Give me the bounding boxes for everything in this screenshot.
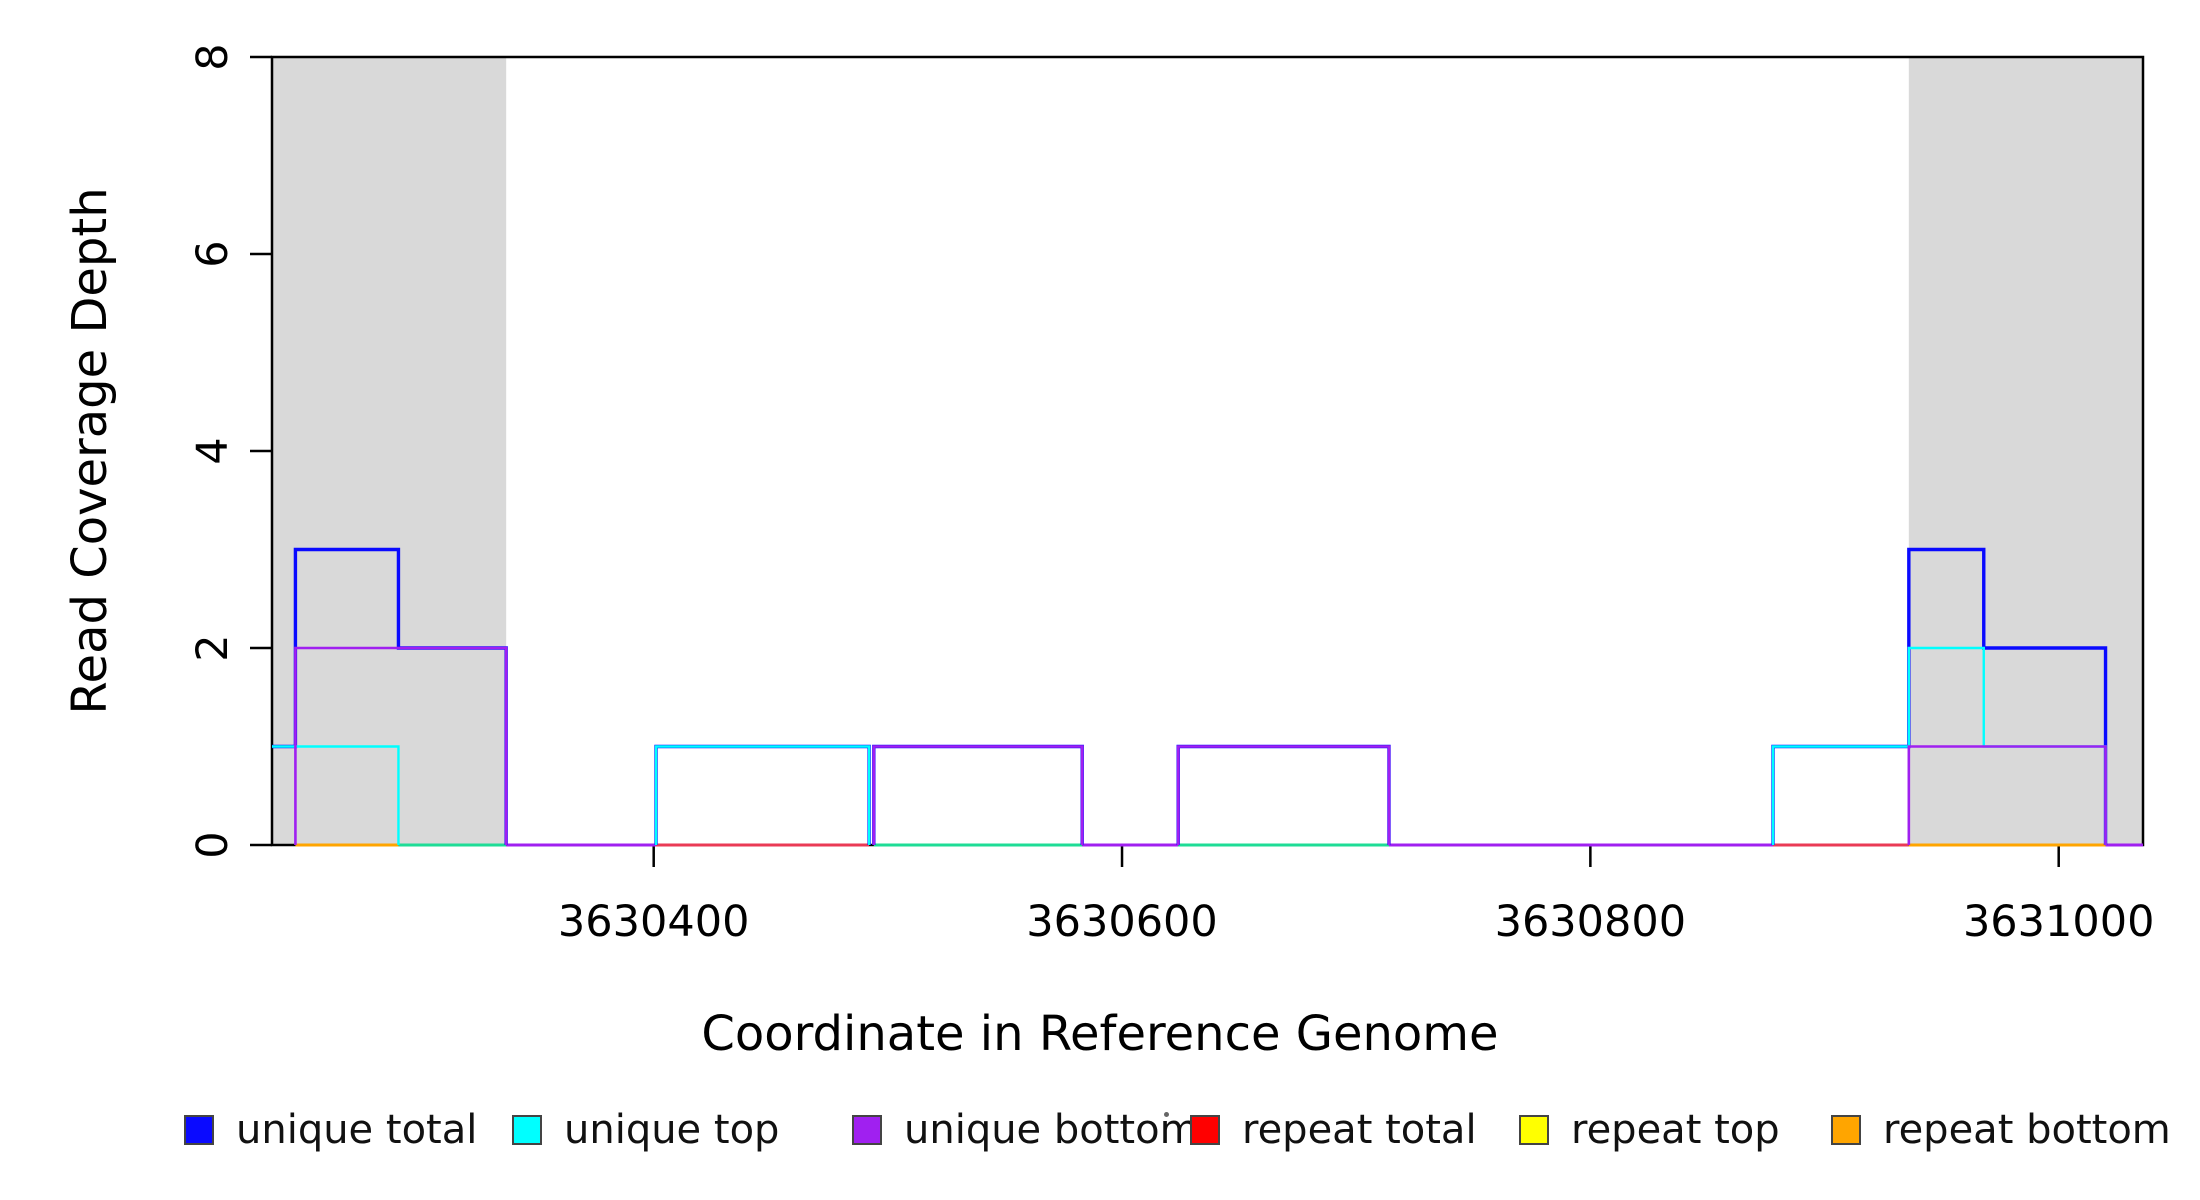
legend-label: repeat top: [1571, 1107, 1780, 1153]
stray-dot: [1164, 1112, 1169, 1117]
x-axis-title: Coordinate in Reference Genome: [701, 1006, 1499, 1062]
legend-label: repeat bottom: [1883, 1107, 2171, 1153]
y-tick-label: 8: [188, 43, 238, 70]
legend-swatch-icon: [512, 1115, 542, 1145]
legend-item-repeat-total: repeat total: [1190, 1107, 1477, 1153]
legend-label: unique bottom: [904, 1107, 1199, 1153]
legend-item-repeat-top: repeat top: [1519, 1107, 1780, 1153]
repeat-region-1: [272, 57, 507, 845]
legend-item-unique-top: unique top: [512, 1107, 780, 1153]
series-unique-total: [272, 547, 2108, 845]
legend-item-repeat-bottom: repeat bottom: [1831, 1107, 2171, 1153]
legend-item-unique-bottom: unique bottom: [852, 1107, 1199, 1153]
legend-item-unique-total: unique total: [184, 1107, 478, 1153]
legend-swatch-icon: [852, 1115, 882, 1145]
y-tick-label: 0: [188, 831, 238, 858]
repeat-region-2: [1908, 57, 2143, 845]
legend-swatch-icon: [1831, 1115, 1861, 1145]
y-tick-label: 2: [188, 634, 238, 661]
series-unique-bottom: [294, 646, 2107, 845]
x-tick-label: 3631000: [1963, 897, 2155, 947]
plot-border: [270, 55, 2145, 847]
legend-label: repeat total: [1242, 1107, 1477, 1153]
legend-swatch-icon: [184, 1115, 214, 1145]
legend-swatch-icon: [1519, 1115, 1549, 1145]
x-tick-label: 3630800: [1495, 897, 1687, 947]
x-tick-label: 3630400: [558, 897, 750, 947]
x-tick-label: 3630600: [1026, 897, 1218, 947]
legend-label: unique total: [236, 1107, 478, 1153]
y-tick-label: 6: [188, 240, 238, 267]
legend-swatch-icon: [1190, 1115, 1220, 1145]
legend-label: unique top: [564, 1107, 780, 1153]
y-axis-title: Read Coverage Depth: [62, 187, 118, 715]
y-tick-label: 4: [188, 437, 238, 464]
